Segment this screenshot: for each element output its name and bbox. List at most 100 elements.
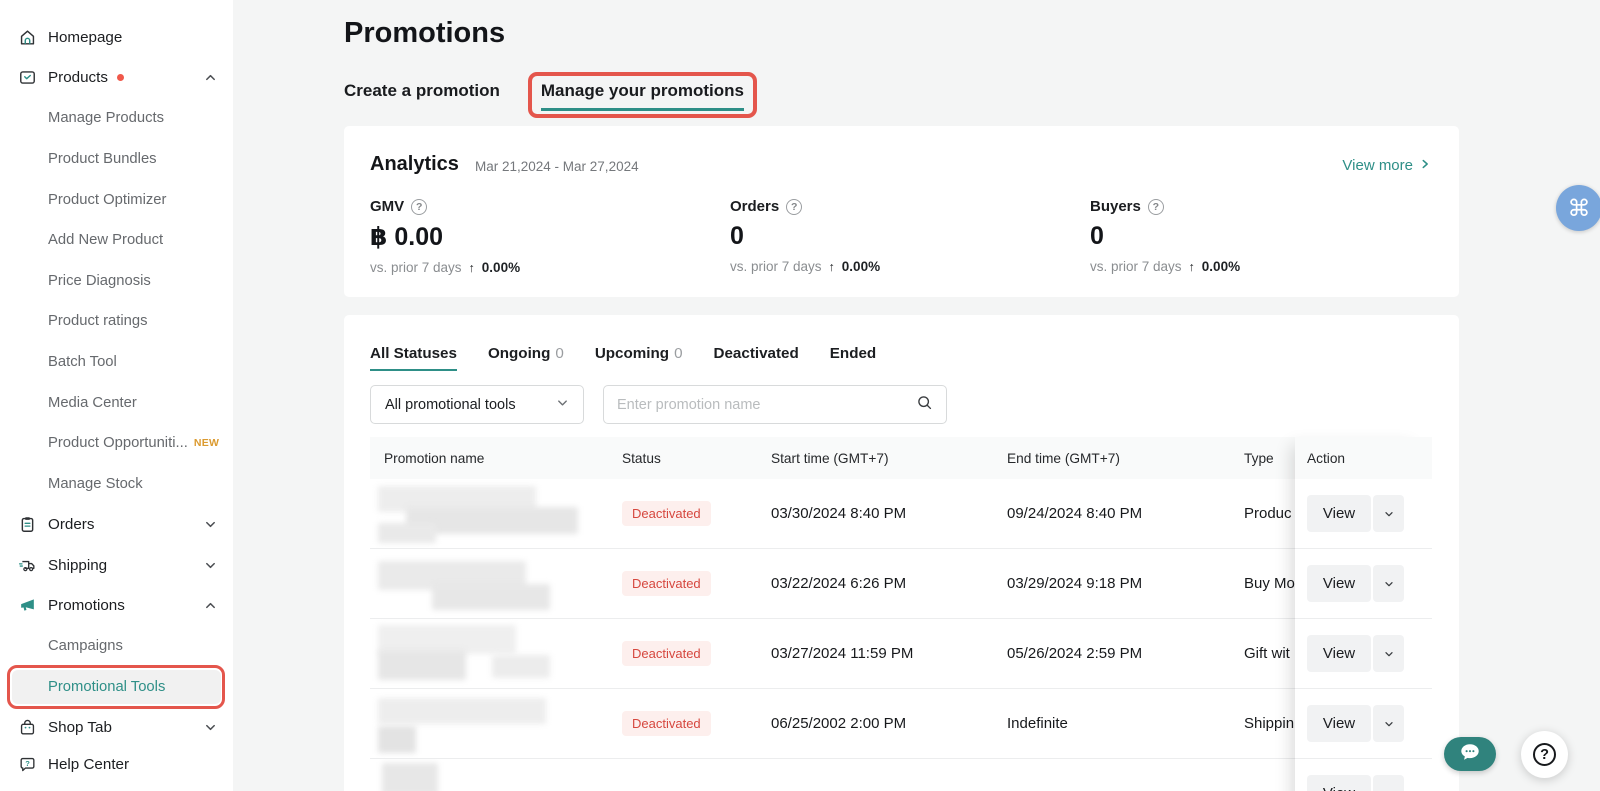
blurred-promotion-name (370, 759, 608, 791)
sidebar-item-label: Homepage (48, 28, 123, 46)
table-row (370, 759, 1432, 791)
main-content: Promotions Create a promotion Manage you… (233, 0, 1600, 791)
col-start-time: Start time (GMT+7) (771, 450, 889, 466)
orders-icon (18, 515, 37, 534)
status-tabs: All Statuses Ongoing 0 Upcoming 0 Deactiva… (370, 345, 877, 371)
sidebar-item-manage-stock[interactable]: Manage Stock (48, 475, 143, 492)
help-tooltip-icon[interactable]: ? (1147, 198, 1164, 215)
row-actions-dropdown-button[interactable] (1373, 635, 1404, 672)
end-time: 09/24/2024 8:40 PM (1007, 505, 1143, 522)
metric-value: ฿ 0.00 (370, 223, 443, 251)
help-tooltip-icon[interactable]: ? (411, 198, 428, 215)
status-badge: Deactivated (622, 711, 711, 736)
promotion-type: Produc (1244, 505, 1292, 522)
search-icon[interactable] (916, 394, 933, 416)
view-button[interactable]: View (1307, 775, 1371, 791)
status-badge: Deactivated (622, 641, 711, 666)
page-title: Promotions (344, 17, 506, 49)
active-tab-underline (540, 108, 744, 111)
view-button[interactable]: View (1307, 635, 1371, 672)
sidebar-item-media-center[interactable]: Media Center (48, 394, 137, 411)
sidebar-item-product-opportunities[interactable]: Product Opportuniti... NEW (48, 435, 220, 452)
chevron-up-icon (204, 599, 217, 612)
blurred-promotion-name (370, 689, 608, 758)
row-actions-dropdown-button[interactable] (1373, 495, 1404, 532)
action-column: Action View View View View (1295, 437, 1432, 791)
blurred-promotion-name (370, 549, 608, 618)
sidebar-item-promotional-tools[interactable]: Promotional Tools (0, 664, 233, 710)
view-button[interactable]: View (1307, 495, 1371, 532)
arrow-up-icon: ↑ (828, 259, 835, 274)
notification-dot (116, 74, 124, 82)
chevron-down-icon (204, 721, 217, 734)
promotion-search (603, 385, 947, 424)
status-tab-all-statuses[interactable]: All Statuses (370, 345, 457, 371)
tab-count: 0 (674, 345, 683, 362)
table-row: Deactivated 03/30/2024 8:40 PM 09/24/202… (370, 479, 1432, 549)
chevron-right-icon (1419, 157, 1431, 174)
status-tab-upcoming[interactable]: Upcoming 0 (594, 345, 683, 362)
status-tab-ended[interactable]: Ended (829, 345, 877, 362)
help-icon: ? (18, 755, 37, 774)
sidebar-item-shipping[interactable]: Shipping (0, 545, 233, 586)
arrow-up-icon: ↑ (468, 260, 475, 275)
metric-orders: Orders ? 0 vs. prior 7 days ↑ 0.00% (730, 198, 1060, 274)
row-actions-dropdown-button[interactable] (1373, 705, 1404, 742)
sidebar-item-products[interactable]: Products (0, 58, 233, 99)
view-button[interactable]: View (1307, 565, 1371, 602)
analytics-card: Analytics Mar 21,2024 - Mar 27,2024 View… (344, 126, 1459, 297)
chevron-up-icon (204, 71, 217, 84)
sidebar-item-product-optimizer[interactable]: Product Optimizer (48, 191, 167, 208)
sidebar-item-product-bundles[interactable]: Product Bundles (48, 151, 157, 168)
command-icon: ⌘ (1567, 194, 1591, 221)
metric-gmv: GMV ? ฿ 0.00 vs. prior 7 days ↑ 0.00% (370, 198, 700, 275)
metric-value: 0 (1090, 222, 1104, 250)
sidebar-item-product-ratings[interactable]: Product ratings (48, 313, 148, 330)
arrow-up-icon: ↑ (1188, 259, 1195, 274)
row-actions-dropdown-button[interactable] (1373, 565, 1404, 602)
sidebar-item-campaigns[interactable]: Campaigns (48, 638, 123, 655)
start-time: 03/27/2024 11:59 PM (771, 645, 914, 662)
tab-count: 0 (555, 345, 564, 362)
view-button[interactable]: View (1307, 705, 1371, 742)
end-time: 05/26/2024 2:59 PM (1007, 645, 1143, 662)
table-header: Promotion name Status Start time (GMT+7)… (370, 437, 1432, 479)
shipping-icon (18, 556, 37, 575)
sidebar-item-shop-tab[interactable]: Shop Tab (0, 707, 233, 748)
metric-value: 0 (730, 222, 744, 250)
new-badge: NEW (193, 437, 220, 450)
products-icon (18, 68, 37, 87)
row-actions-dropdown-button[interactable] (1373, 775, 1404, 791)
start-time: 03/30/2024 8:40 PM (771, 505, 907, 522)
sidebar-item-label: Products (48, 69, 108, 87)
command-widget-button[interactable]: ⌘ (1556, 185, 1600, 231)
tab-manage-your-promotions[interactable]: Manage your promotions (527, 72, 757, 118)
status-tab-deactivated[interactable]: Deactivated (713, 345, 799, 362)
svg-text:?: ? (25, 759, 30, 768)
tab-create-a-promotion[interactable]: Create a promotion (344, 81, 500, 100)
sidebar-item-orders[interactable]: Orders (0, 504, 233, 545)
help-tooltip-icon[interactable]: ? (786, 198, 803, 215)
status-badge: Deactivated (622, 571, 711, 596)
chevron-down-icon (556, 396, 569, 414)
sidebar-item-manage-products[interactable]: Manage Products (48, 110, 164, 127)
sidebar-item-add-new-product[interactable]: Add New Product (48, 232, 164, 249)
promotion-type: Gift wit (1244, 645, 1290, 662)
sidebar-item-homepage[interactable]: Homepage (0, 17, 233, 58)
sidebar-item-batch-tool[interactable]: Batch Tool (48, 354, 117, 371)
sidebar-item-promotions[interactable]: Promotions (0, 585, 233, 626)
start-time: 06/25/2002 2:00 PM (771, 715, 907, 732)
analytics-title: Analytics (370, 153, 459, 175)
col-status: Status (622, 450, 661, 466)
view-more-link[interactable]: View more (1342, 157, 1431, 174)
chevron-down-icon (204, 518, 217, 531)
promotional-tools-dropdown[interactable]: All promotional tools (370, 385, 584, 424)
sidebar: Homepage Products Manage Products Produc… (0, 0, 233, 791)
search-input[interactable] (617, 396, 916, 413)
chat-bubble-icon (1458, 741, 1482, 768)
sidebar-item-price-diagnosis[interactable]: Price Diagnosis (48, 272, 151, 289)
chat-button[interactable] (1444, 737, 1496, 771)
help-button[interactable]: ? (1521, 731, 1568, 778)
status-tab-ongoing[interactable]: Ongoing 0 (487, 345, 564, 362)
sidebar-item-help-center[interactable]: ? Help Center (0, 748, 233, 782)
